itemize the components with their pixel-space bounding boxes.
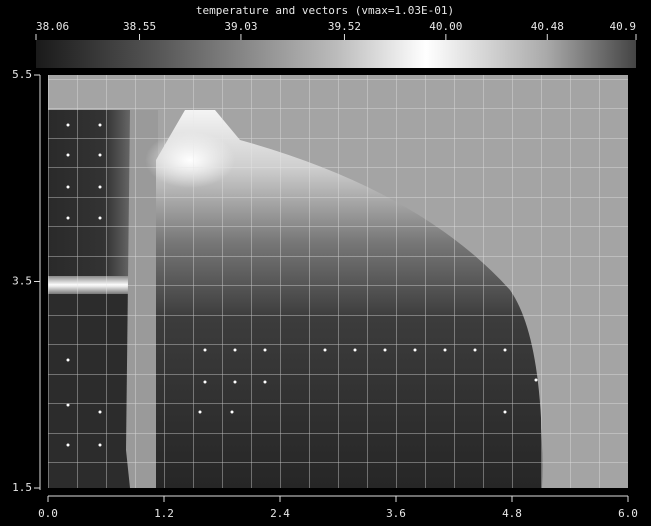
- field: [48, 75, 628, 488]
- colorbar-tick-label: 40.00: [429, 20, 462, 33]
- colorbar-tick-label: 38.55: [123, 20, 156, 33]
- y-tick-label: 5.5: [12, 68, 32, 81]
- x-tick-label: 1.2: [154, 507, 174, 520]
- x-tick-label: 2.4: [270, 507, 290, 520]
- x-tick-label: 0.0: [38, 507, 58, 520]
- x-tick-label: 4.8: [502, 507, 522, 520]
- chart: temperature and vectors (vmax=1.03E-01) …: [0, 0, 651, 526]
- x-tick-label: 6.0: [618, 507, 638, 520]
- colorbar-tick-label: 40.9: [610, 20, 637, 33]
- colorbar-tick-label: 39.52: [328, 20, 361, 33]
- colorbar-tick-label: 40.48: [531, 20, 564, 33]
- y-tick-label: 3.5: [12, 275, 32, 288]
- colorbar-tick-label: 38.06: [36, 20, 69, 33]
- y-tick-label: 1.5: [12, 481, 32, 494]
- colorbar: [36, 40, 636, 68]
- chart-title: temperature and vectors (vmax=1.03E-01): [196, 4, 454, 17]
- x-tick-label: 3.6: [386, 507, 406, 520]
- colorbar-tick-label: 39.03: [224, 20, 257, 33]
